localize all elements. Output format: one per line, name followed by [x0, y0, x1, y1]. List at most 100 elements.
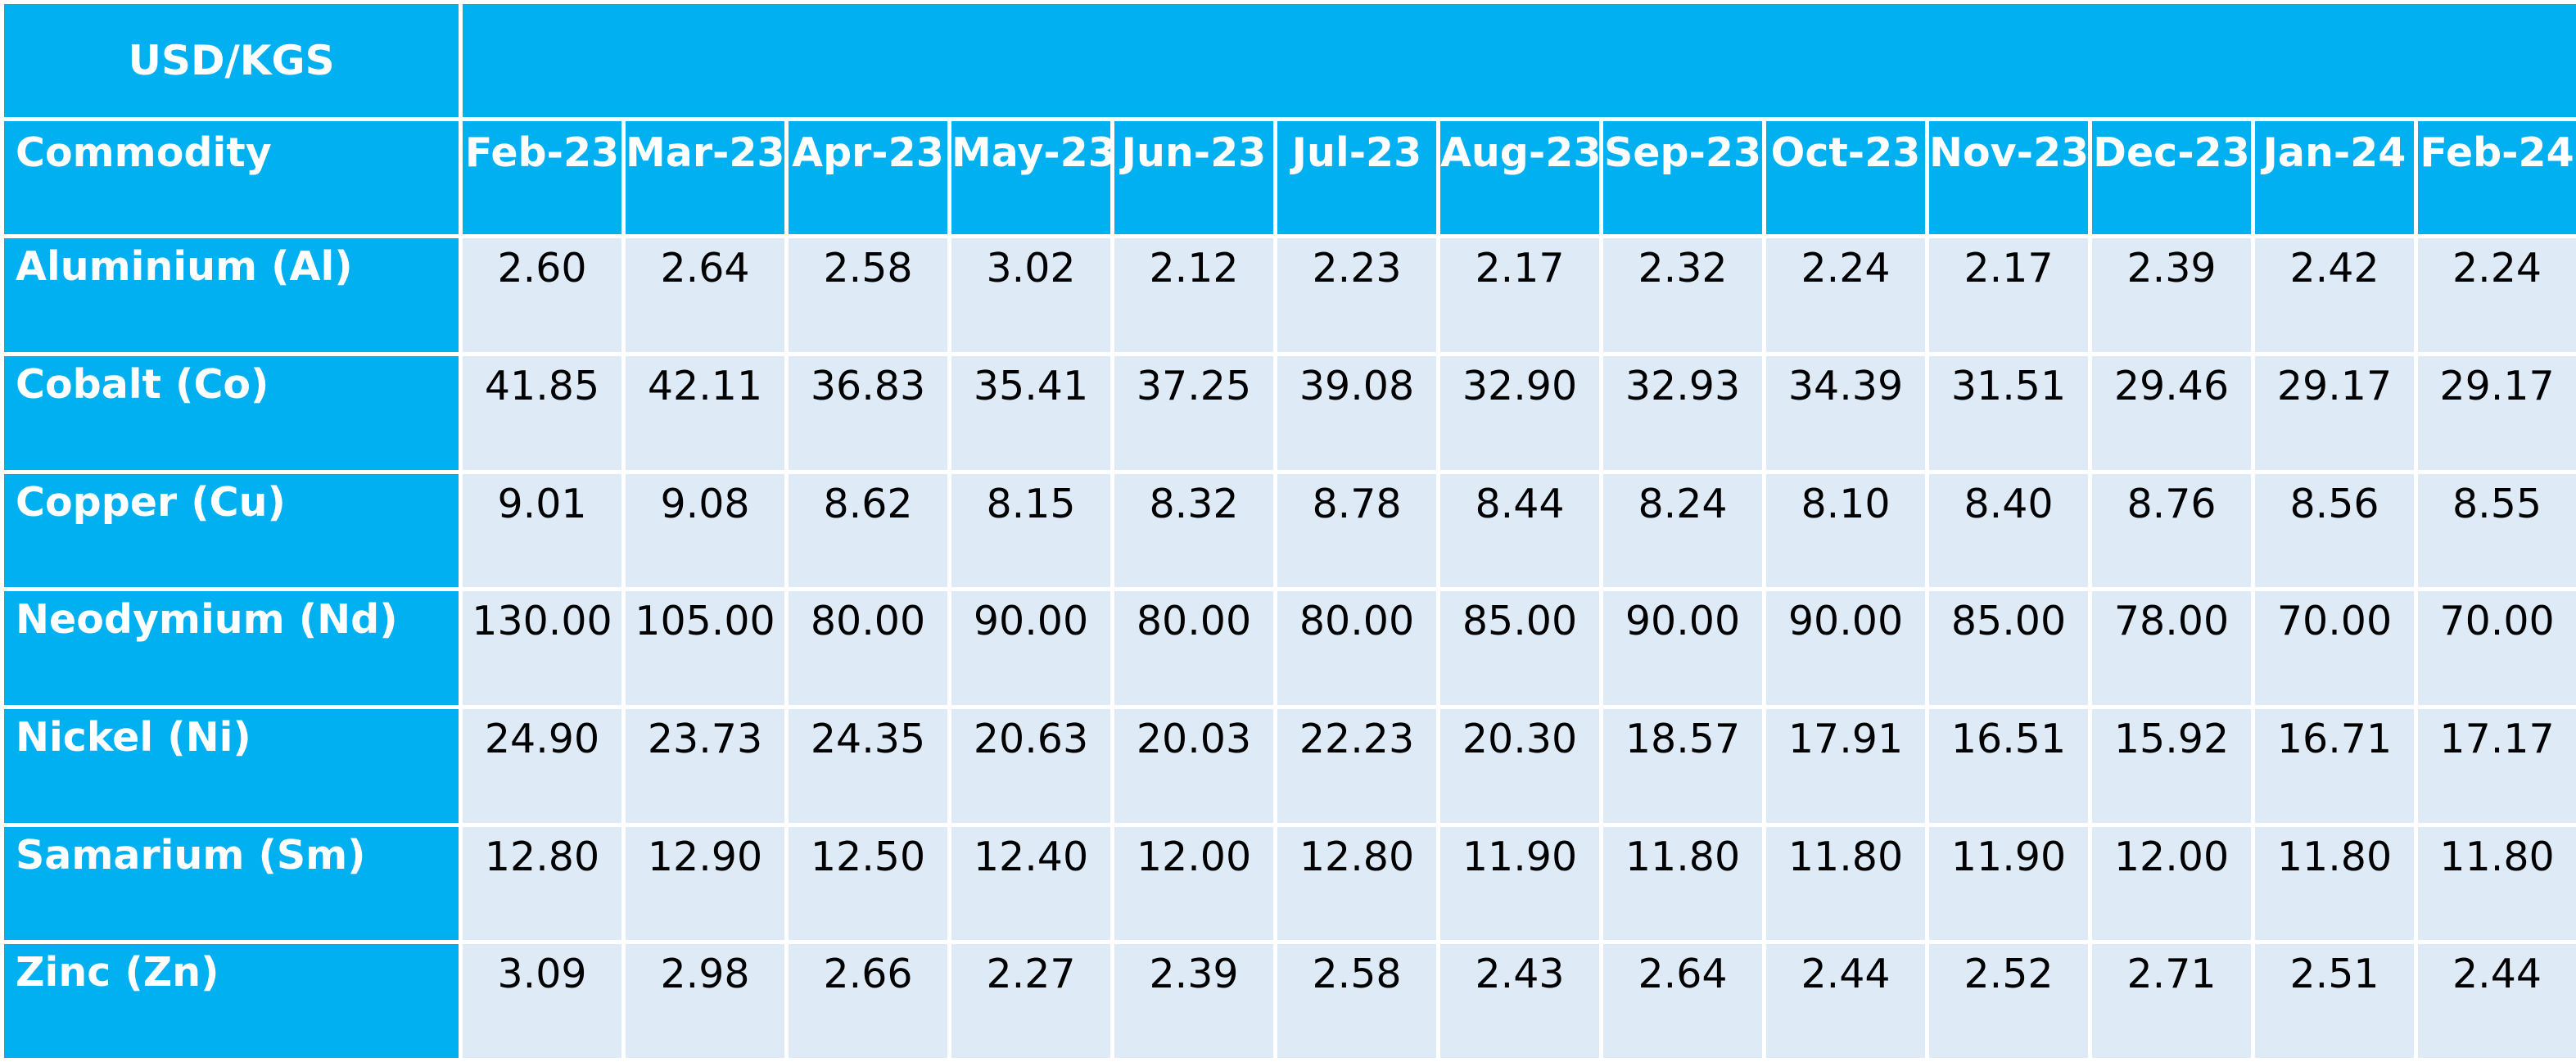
price-cell: 80.00: [784, 587, 951, 709]
price-cell: 2.44: [2413, 940, 2576, 1062]
price-cell: 90.00: [947, 587, 1114, 709]
price-cell: 37.25: [1110, 351, 1277, 474]
column-header-nov-23: Nov-23: [1925, 116, 2092, 239]
price-cell: 2.64: [621, 234, 789, 356]
commodity-column-header: Commodity: [0, 116, 463, 239]
price-cell: 12.90: [621, 822, 789, 945]
price-cell: 12.40: [947, 822, 1114, 945]
price-cell: 90.00: [1599, 587, 1766, 709]
price-cell: 2.66: [784, 940, 951, 1062]
column-header-jul-23: Jul-23: [1273, 116, 1440, 239]
row-label: Neodymium (Nd): [0, 587, 463, 709]
price-cell: 2.17: [1925, 234, 2092, 356]
price-cell: 2.58: [784, 234, 951, 356]
price-cell: 29.17: [2251, 351, 2418, 474]
price-cell: 2.98: [621, 940, 789, 1062]
row-label: Zinc (Zn): [0, 940, 463, 1062]
price-cell: 2.44: [1762, 940, 1929, 1062]
price-cell: 20.03: [1110, 704, 1277, 827]
price-cell: 12.80: [459, 822, 626, 945]
price-cell: 70.00: [2413, 587, 2576, 709]
column-header-apr-23: Apr-23: [784, 116, 951, 239]
price-cell: 8.55: [2413, 469, 2576, 592]
price-cell: 31.51: [1925, 351, 2092, 474]
price-cell: 12.80: [1273, 822, 1440, 945]
price-cell: 2.58: [1273, 940, 1440, 1062]
price-cell: 2.12: [1110, 234, 1277, 356]
price-cell: 78.00: [2088, 587, 2255, 709]
price-cell: 2.32: [1599, 234, 1766, 356]
price-cell: 11.90: [1925, 822, 2092, 945]
price-cell: 18.57: [1599, 704, 1766, 827]
price-cell: 35.41: [947, 351, 1114, 474]
price-cell: 2.23: [1273, 234, 1440, 356]
price-cell: 8.32: [1110, 469, 1277, 592]
price-cell: 8.78: [1273, 469, 1440, 592]
price-cell: 22.23: [1273, 704, 1440, 827]
price-cell: 2.39: [1110, 940, 1277, 1062]
price-cell: 2.60: [459, 234, 626, 356]
price-cell: 34.39: [1762, 351, 1929, 474]
price-cell: 3.09: [459, 940, 626, 1062]
price-cell: 39.08: [1273, 351, 1440, 474]
price-cell: 20.30: [1436, 704, 1603, 827]
price-cell: 11.80: [2413, 822, 2576, 945]
column-header-feb-23: Feb-23: [459, 116, 626, 239]
price-cell: 85.00: [1436, 587, 1603, 709]
column-header-jan-24: Jan-24: [2251, 116, 2418, 239]
price-cell: 2.52: [1925, 940, 2092, 1062]
price-cell: 15.92: [2088, 704, 2255, 827]
price-cell: 11.80: [2251, 822, 2418, 945]
price-cell: 2.17: [1436, 234, 1603, 356]
price-cell: 80.00: [1273, 587, 1440, 709]
price-cell: 32.90: [1436, 351, 1603, 474]
table-row: Aluminium (Al) 2.60 2.64 2.58 3.02 2.12 2.23 2.…: [0, 234, 2576, 356]
price-cell: 2.24: [2413, 234, 2576, 356]
price-cell: 12.00: [1110, 822, 1277, 945]
price-cell: 8.44: [1436, 469, 1603, 592]
price-cell: 8.56: [2251, 469, 2418, 592]
column-header-sep-23: Sep-23: [1599, 116, 1766, 239]
title-banner: [458, 0, 2576, 121]
price-cell: 2.51: [2251, 940, 2418, 1062]
price-cell: 130.00: [459, 587, 626, 709]
price-cell: 24.35: [784, 704, 951, 827]
price-cell: 3.02: [947, 234, 1114, 356]
price-cell: 16.71: [2251, 704, 2418, 827]
price-cell: 12.50: [784, 822, 951, 945]
table-row: Copper (Cu) 9.01 9.08 8.62 8.15 8.32 8.78 8.44 8…: [0, 469, 2576, 592]
column-header-mar-23: Mar-23: [621, 116, 789, 239]
header-row: Commodity Feb-23 Mar-23 Apr-23 May-23 Jun-23…: [0, 116, 2576, 239]
price-cell: 90.00: [1762, 587, 1929, 709]
price-cell: 29.17: [2413, 351, 2576, 474]
price-cell: 2.43: [1436, 940, 1603, 1062]
row-label: Aluminium (Al): [0, 234, 463, 356]
price-cell: 2.39: [2088, 234, 2255, 356]
column-header-jun-23: Jun-23: [1110, 116, 1277, 239]
price-cell: 8.24: [1599, 469, 1766, 592]
price-cell: 11.80: [1762, 822, 1929, 945]
price-cell: 85.00: [1925, 587, 2092, 709]
row-label: Cobalt (Co): [0, 351, 463, 474]
price-cell: 9.01: [459, 469, 626, 592]
column-header-may-23: May-23: [947, 116, 1114, 239]
price-cell: 9.08: [621, 469, 789, 592]
price-cell: 16.51: [1925, 704, 2092, 827]
column-header-oct-23: Oct-23: [1762, 116, 1929, 239]
title-row: USD/KGS: [0, 0, 2576, 121]
price-cell: 17.91: [1762, 704, 1929, 827]
price-cell: 8.10: [1762, 469, 1929, 592]
price-cell: 29.46: [2088, 351, 2255, 474]
price-cell: 12.00: [2088, 822, 2255, 945]
price-cell: 2.64: [1599, 940, 1766, 1062]
price-cell: 11.90: [1436, 822, 1603, 945]
price-cell: 2.71: [2088, 940, 2255, 1062]
price-cell: 11.80: [1599, 822, 1766, 945]
column-header-feb-24: Feb-24: [2413, 116, 2576, 239]
table-row: Cobalt (Co) 41.85 42.11 36.83 35.41 37.25 39.0…: [0, 351, 2576, 474]
price-cell: 2.42: [2251, 234, 2418, 356]
table-row: Samarium (Sm) 12.80 12.90 12.50 12.40 12.00 12…: [0, 822, 2576, 945]
row-label: Samarium (Sm): [0, 822, 463, 945]
